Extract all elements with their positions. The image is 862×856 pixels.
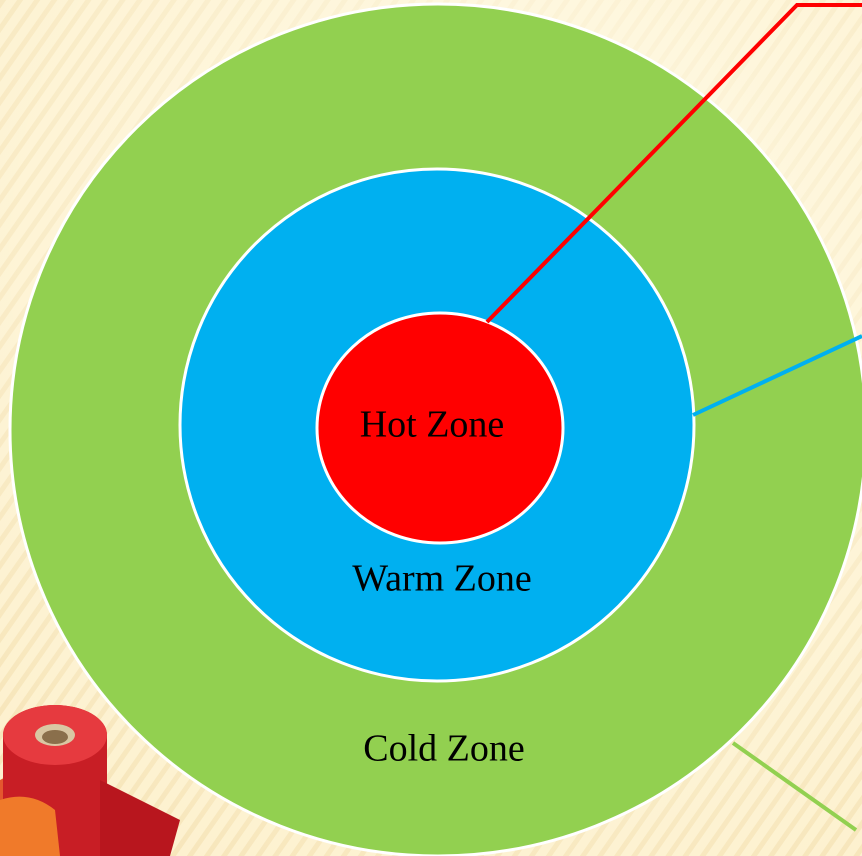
hot-zone-label: Hot Zone (360, 404, 505, 446)
cold-zone-label: Cold Zone (363, 728, 524, 770)
warm-zone-label: Warm Zone (352, 558, 531, 600)
diagram: Hot Zone Warm Zone Cold Zone (0, 0, 862, 856)
page: Hot Zone Warm Zone Cold Zone (() => { co… (0, 0, 862, 856)
